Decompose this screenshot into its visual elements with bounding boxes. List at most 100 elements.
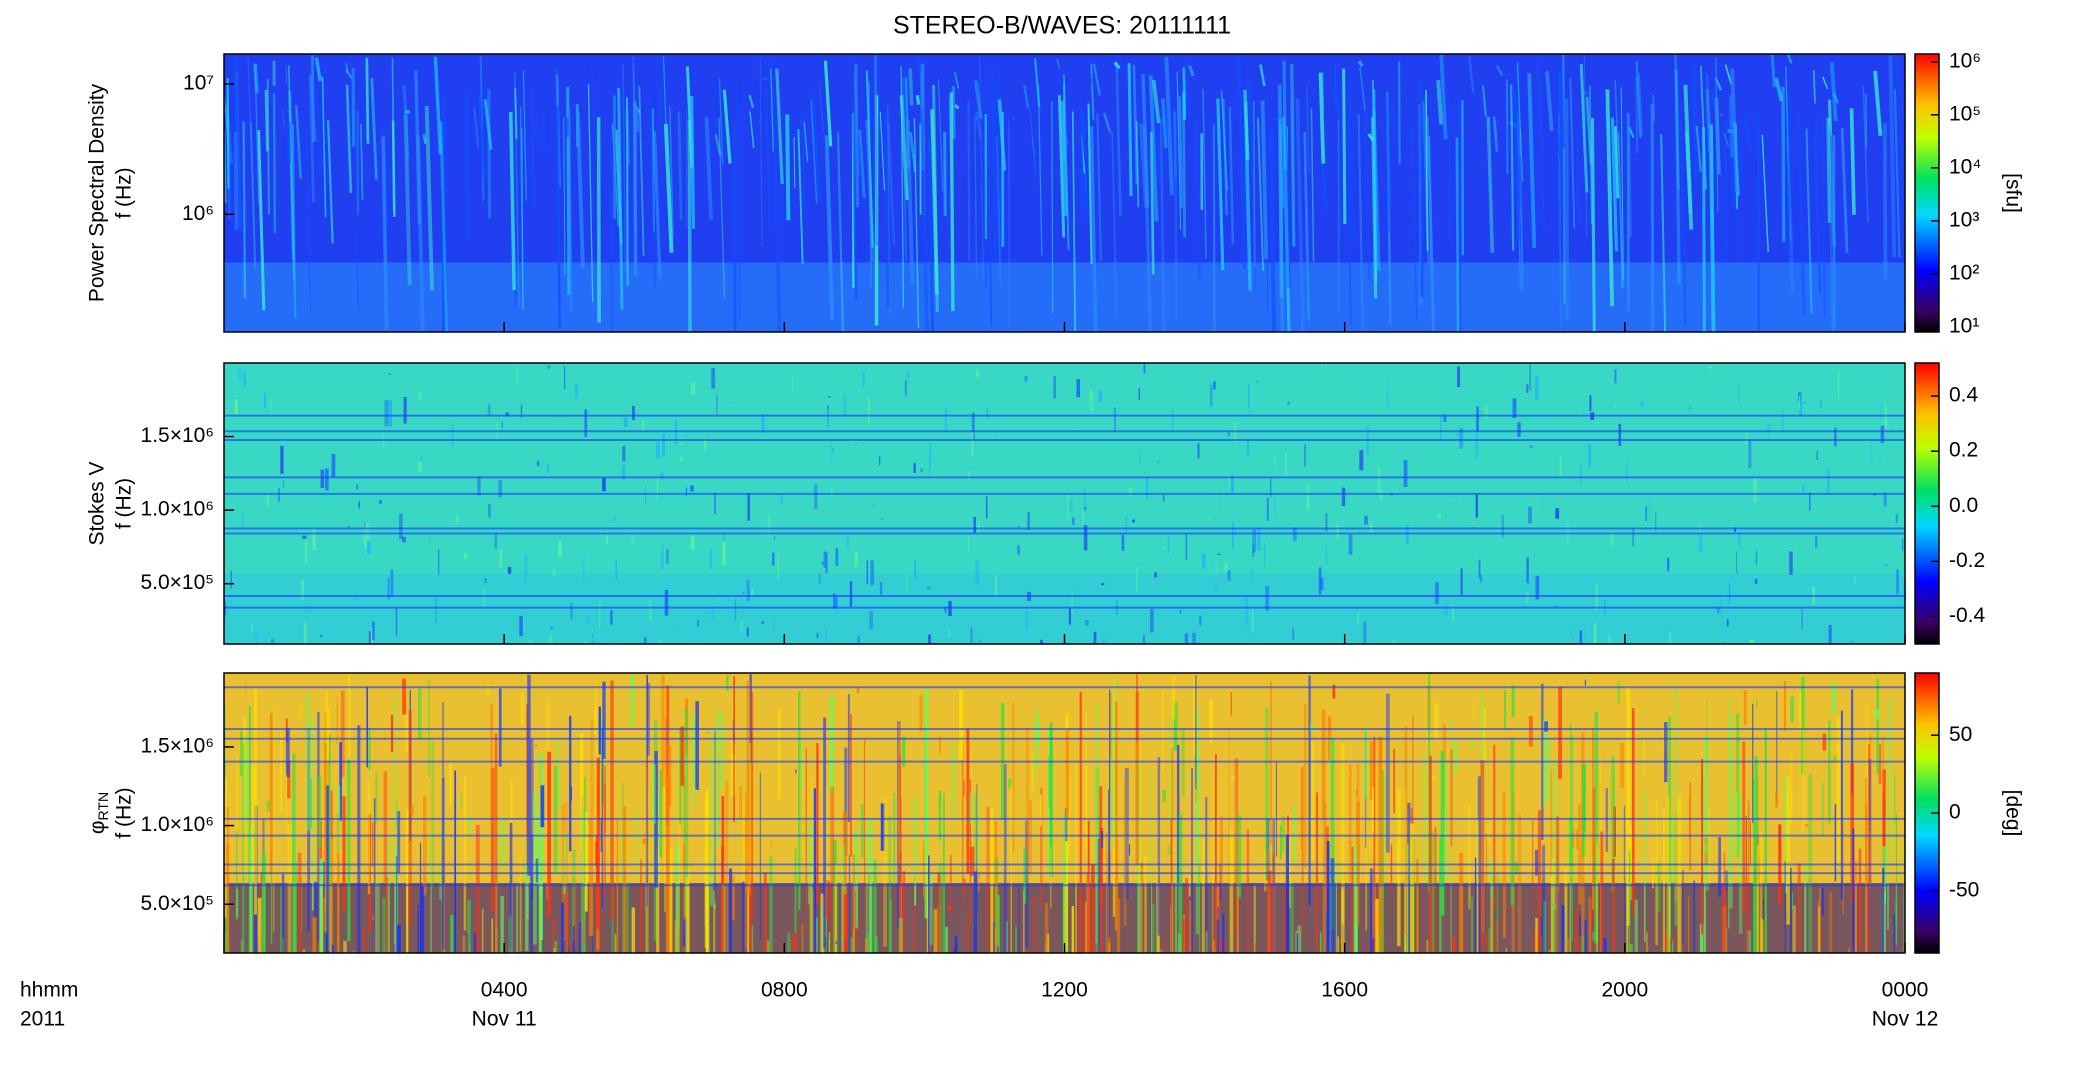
y-axis-label: Stokes V	[86, 461, 109, 545]
spectrogram-streak	[1650, 104, 1655, 333]
spectrogram-streak	[1056, 58, 1061, 69]
spectrogram-streak	[1770, 53, 1776, 88]
spectrogram-streak	[1481, 85, 1487, 117]
spectrogram-streak	[1143, 125, 1152, 333]
spectrogram-streak	[1674, 69, 1681, 284]
spectrogram-streak	[1092, 63, 1101, 96]
spectrogram-streak	[1342, 68, 1347, 224]
spectrogram-streak	[1135, 121, 1140, 208]
y-tick-label: 1.5×10⁶	[141, 734, 214, 757]
spectrogram-streak	[1727, 110, 1736, 204]
spectrogram-streak	[291, 124, 297, 319]
spectrogram-streak	[1724, 118, 1728, 263]
x-unit-label: hhmm	[20, 979, 78, 1002]
spectrogram-streak	[1037, 86, 1043, 256]
spectrogram-streak	[522, 70, 527, 201]
spectrogram-streak	[1787, 116, 1791, 263]
spectrogram-streak	[1359, 67, 1366, 111]
symbol: φ	[86, 820, 109, 834]
spectrogram-streak	[404, 109, 411, 115]
spectrogram-streak	[424, 105, 434, 291]
spectrogram-streak	[1184, 60, 1191, 115]
colorbar-tick-label: 10⁵	[1949, 102, 1981, 125]
spectrogram-streak	[1537, 59, 1546, 235]
spectrogram-streak	[657, 72, 663, 151]
spectrogram-streak	[402, 84, 410, 159]
spectrogram-streak	[1272, 115, 1280, 122]
spectrogram-streak	[1897, 72, 1905, 221]
spectrogram-streak	[635, 108, 640, 132]
spectrogram-streak	[651, 108, 656, 232]
spectrogram-streak	[797, 129, 804, 264]
spectrogram-streak	[1411, 115, 1418, 321]
spectrogram-image	[223, 673, 1905, 953]
spectrogram-streak	[1781, 86, 1786, 242]
spectrogram-streak	[687, 120, 692, 333]
spectrogram-streak	[1436, 80, 1444, 125]
spectrogram-streak	[1071, 111, 1077, 333]
spectrogram-streak	[1127, 63, 1133, 197]
spectrogram-streak	[1832, 93, 1839, 104]
spectrogram-streak	[1614, 79, 1620, 166]
spectrogram-streak	[1427, 135, 1435, 333]
spectrogram-streak	[439, 121, 448, 333]
spectrogram-streak	[1821, 113, 1826, 316]
spectrogram-streak	[1583, 54, 1588, 238]
spectrogram-streak	[1828, 128, 1834, 333]
spectrogram-streak	[668, 105, 674, 238]
spectrogram-streak	[536, 115, 542, 150]
spectrogram-streak	[1862, 86, 1869, 223]
spectrogram-streak	[1115, 67, 1122, 216]
spectrogram-streak	[321, 76, 327, 218]
spectrogram-streak	[1455, 137, 1460, 333]
spectrogram-streak	[1103, 112, 1112, 133]
colorbar-tick-label: 10⁶	[1949, 49, 1981, 72]
spectrogram-streak	[1510, 84, 1515, 251]
spectrogram-streak	[314, 57, 322, 82]
spectrogram-streak	[1181, 92, 1187, 238]
spectrogram-streak	[617, 87, 624, 310]
spectrogram-streak	[908, 68, 914, 106]
x-tick-label: 0400	[481, 979, 528, 1002]
spectrogram-streak	[1893, 89, 1901, 258]
spectrogram-streak	[477, 93, 487, 184]
spectrogram-streak	[1386, 91, 1392, 325]
spectrogram-streak	[1822, 76, 1829, 90]
spectrogram-streak	[1182, 67, 1187, 120]
spectrogram-streak	[1357, 60, 1364, 68]
spectrogram-streak	[1212, 124, 1216, 333]
colorbar	[1914, 362, 1940, 645]
spectrogram-streak	[1458, 96, 1462, 333]
spectrogram-streak	[1310, 108, 1315, 262]
spectrogram-streak	[1096, 113, 1103, 261]
spectrogram-streak	[1386, 93, 1390, 232]
spectrogram-streak	[1113, 61, 1121, 70]
spectrogram-streak	[1012, 118, 1016, 121]
colorbar-tick-label: -50	[1949, 878, 1979, 901]
spectrogram-streak	[345, 62, 349, 74]
spectrogram-streak	[1174, 112, 1178, 321]
colorbar-tick-label: -0.2	[1949, 549, 1985, 572]
spectrogram-streak	[626, 97, 629, 286]
y-axis-label-symbol: φRTN	[86, 792, 111, 834]
spectrogram-streak	[473, 107, 480, 149]
spectrogram-streak	[793, 137, 796, 188]
spectrogram-streak	[1281, 116, 1291, 333]
spectrogram-streak	[1087, 103, 1093, 265]
spectrogram-streak	[1347, 115, 1352, 325]
x-tick-label: 1200	[1041, 979, 1088, 1002]
spectrogram-streak	[1724, 64, 1733, 85]
spectrogram-streak	[652, 131, 662, 279]
spectrogram-streak	[759, 57, 763, 247]
spectrogram-streak	[994, 79, 998, 198]
spectrogram-streak	[310, 55, 315, 143]
spectrogram-streak	[609, 121, 614, 333]
spectrogram-streak	[1486, 116, 1495, 253]
colorbar-tick-label: 50	[1949, 723, 1972, 746]
spectrogram-streak	[1495, 64, 1504, 77]
spectrogram-streak	[1148, 75, 1159, 222]
spectrogram-streak	[1188, 65, 1195, 77]
spectrogram-streak	[565, 117, 570, 138]
spectrogram-streak	[886, 104, 891, 316]
spectrogram-streak	[326, 120, 334, 244]
